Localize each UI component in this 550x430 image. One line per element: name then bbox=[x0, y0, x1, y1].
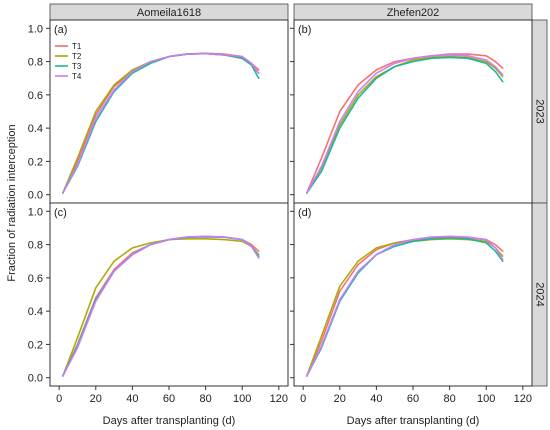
x-tick-label: 80 bbox=[443, 393, 455, 405]
x-tick-label: 100 bbox=[233, 393, 251, 405]
y-tick-label: 0.8 bbox=[28, 240, 43, 252]
x-axis-label: Days after transplanting (d) bbox=[347, 415, 480, 427]
x-tick-label: 60 bbox=[407, 393, 419, 405]
x-tick-label: 0 bbox=[56, 393, 62, 405]
column-strip-label: Aomeila1618 bbox=[137, 7, 201, 19]
legend-label: T3 bbox=[72, 62, 82, 71]
y-tick-label: 0.6 bbox=[28, 90, 43, 102]
y-tick-label: 1.0 bbox=[28, 206, 43, 218]
series-line-t4 bbox=[305, 235, 504, 377]
x-axis-label: Days after transplanting (d) bbox=[103, 415, 236, 427]
y-tick-label: 0.8 bbox=[28, 57, 43, 69]
panel-label: (a) bbox=[54, 24, 67, 36]
x-tick-label: 120 bbox=[270, 393, 288, 405]
x-tick-label: 60 bbox=[163, 393, 175, 405]
legend-label: T1 bbox=[72, 42, 82, 51]
x-tick-label: 0 bbox=[300, 393, 306, 405]
plot-panel bbox=[49, 202, 289, 387]
row-strip-label: 2023 bbox=[534, 99, 546, 123]
x-tick-label: 100 bbox=[477, 393, 495, 405]
plot-panel bbox=[293, 202, 533, 387]
y-axis-label: Fraction of radiation interception bbox=[6, 124, 18, 281]
legend-label: T2 bbox=[72, 52, 82, 61]
panel-label: (d) bbox=[298, 207, 311, 219]
series-line-t3 bbox=[305, 56, 504, 194]
panel-label: (c) bbox=[54, 207, 67, 219]
x-tick-label: 80 bbox=[199, 393, 211, 405]
y-tick-label: 0.2 bbox=[28, 339, 43, 351]
series-line-t4 bbox=[305, 54, 504, 194]
y-tick-label: 0.6 bbox=[28, 273, 43, 285]
series-line-t2 bbox=[305, 55, 504, 194]
legend-label: T4 bbox=[72, 72, 82, 81]
y-tick-label: 0.0 bbox=[28, 190, 43, 202]
plot-panel bbox=[49, 19, 289, 204]
series-line-t4 bbox=[61, 52, 260, 194]
series-line-t4 bbox=[61, 235, 260, 377]
y-tick-label: 0.4 bbox=[28, 306, 43, 318]
x-tick-label: 20 bbox=[334, 393, 346, 405]
panel-label: (b) bbox=[298, 24, 311, 36]
y-tick-label: 0.0 bbox=[28, 373, 43, 385]
y-tick-label: 1.0 bbox=[28, 23, 43, 35]
x-tick-label: 40 bbox=[126, 393, 138, 405]
y-tick-label: 0.2 bbox=[28, 156, 43, 168]
x-tick-label: 40 bbox=[370, 393, 382, 405]
column-strip-label: Zhefen202 bbox=[387, 7, 440, 19]
x-tick-label: 20 bbox=[90, 393, 102, 405]
x-tick-label: 120 bbox=[514, 393, 532, 405]
plot-panel bbox=[293, 19, 533, 204]
row-strip-label: 2024 bbox=[534, 282, 546, 306]
y-tick-label: 0.4 bbox=[28, 123, 43, 135]
